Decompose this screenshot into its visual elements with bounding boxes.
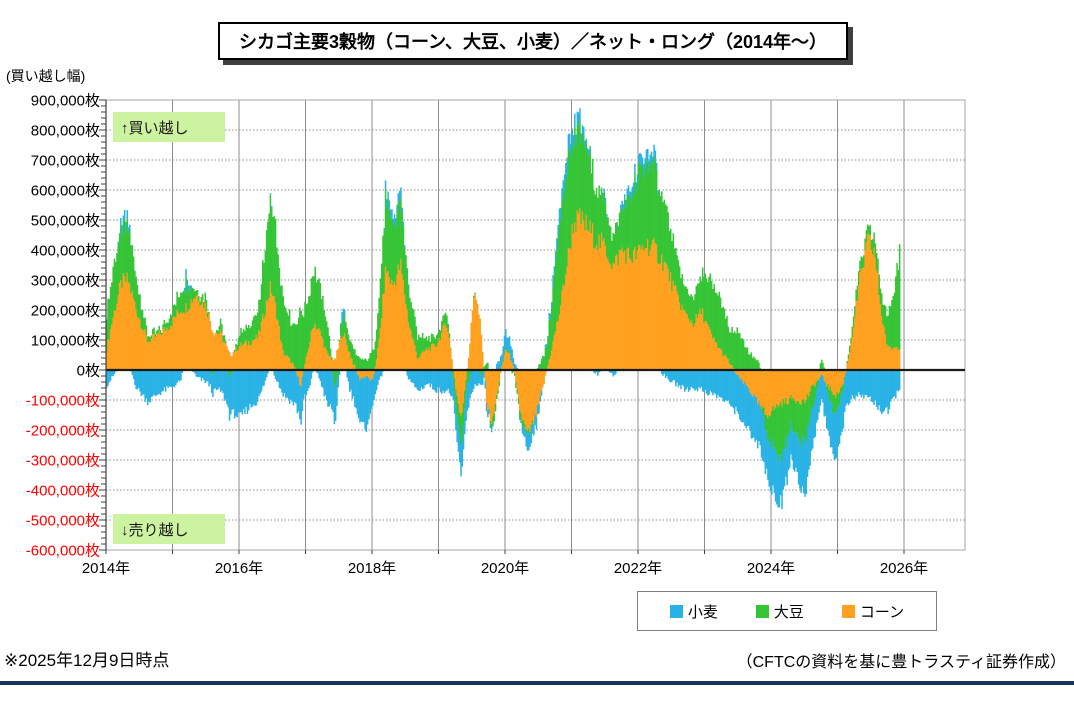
y-axis-label: -600,000枚	[25, 542, 100, 560]
y-axis-label: 200,000枚	[30, 302, 100, 320]
y-axis-label: 900,000枚	[30, 92, 100, 110]
y-axis-label: 700,000枚	[30, 152, 100, 170]
y-axis-label: 100,000枚	[30, 332, 100, 350]
y-axis-label: -400,000枚	[25, 482, 100, 500]
soybean-swatch-icon	[755, 604, 769, 618]
bottom-divider-line	[0, 681, 1074, 685]
legend-item-soybean: 大豆	[755, 601, 804, 622]
x-axis-label: 2026年	[879, 560, 929, 577]
x-axis-label: 2024年	[746, 560, 796, 577]
wheat-swatch-icon	[669, 604, 683, 618]
y-axis-label: -100,000枚	[25, 392, 100, 410]
legend-item-wheat: 小麦	[669, 601, 718, 622]
y-axis-label: 800,000枚	[30, 122, 100, 140]
as-of-date-note: ※2025年12月9日時点	[4, 651, 170, 670]
y-axis-label: 300,000枚	[30, 272, 100, 290]
x-axis-label: 2020年	[480, 560, 530, 577]
net-long-annotation: ↑買い越し	[113, 112, 225, 142]
y-axis-label: 600,000枚	[30, 182, 100, 200]
x-axis-label: 2018年	[347, 560, 397, 577]
y-axis-label: -500,000枚	[25, 512, 100, 530]
x-axis-label: 2014年	[81, 560, 131, 577]
x-axis-label: 2022年	[613, 560, 663, 577]
y-axis-label: 0枚	[76, 362, 100, 380]
y-axis-unit-label: (買い越し幅)	[6, 68, 86, 84]
y-axis-label: -200,000枚	[25, 422, 100, 440]
legend-label-soybean: 大豆	[773, 603, 804, 621]
legend-label-wheat: 小麦	[687, 603, 718, 621]
x-axis-label: 2016年	[214, 560, 264, 577]
legend-item-corn: コーン	[841, 601, 905, 622]
legend: 小麦 大豆 コーン	[637, 591, 937, 631]
net-short-annotation: ↓売り越し	[113, 514, 225, 544]
y-axis-label: 400,000枚	[30, 242, 100, 260]
chart-title: シカゴ主要3穀物（コーン、大豆、小麦）／ネット・ロング（2014年～）	[218, 22, 848, 60]
corn-swatch-icon	[841, 604, 855, 618]
y-axis-label: -300,000枚	[25, 452, 100, 470]
legend-label-corn: コーン	[859, 603, 905, 621]
source-note: （CFTCの資料を基に豊トラスティ証券作成）	[736, 654, 1066, 671]
y-axis-label: 500,000枚	[30, 212, 100, 230]
